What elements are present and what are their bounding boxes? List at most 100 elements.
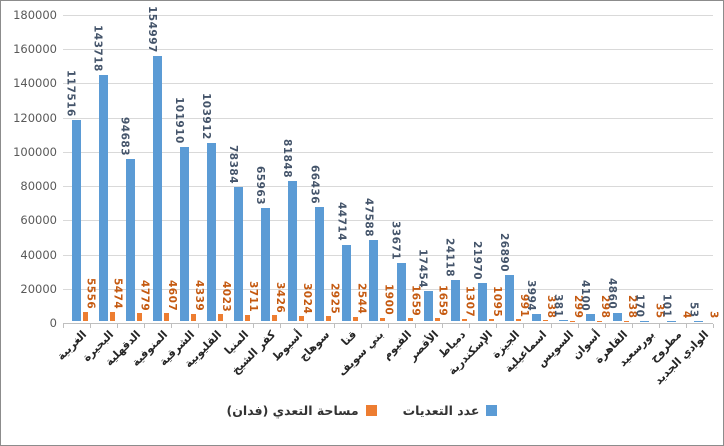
x-axis-tick	[604, 324, 606, 328]
area-value-label: 3426	[274, 281, 287, 314]
count-bar	[234, 186, 243, 321]
area-value-label: 5474	[111, 278, 124, 310]
area-bar	[434, 318, 440, 321]
count-bar	[125, 159, 135, 321]
area-value-label: 4023	[219, 280, 232, 313]
gridline	[63, 49, 713, 51]
area-bar	[299, 315, 305, 321]
area-bar	[461, 318, 467, 321]
x-axis-tick	[388, 324, 389, 328]
y-axis-tick-label: 0	[49, 316, 57, 330]
area-bar	[163, 313, 169, 321]
area-value-label: 35	[653, 303, 666, 319]
y-axis-tick-label: 120000	[13, 110, 57, 125]
x-axis-tick	[171, 324, 173, 328]
x-axis-tick	[550, 324, 552, 328]
area-value-label: 298	[599, 295, 612, 319]
x-axis-tick	[63, 324, 64, 328]
count-bar	[152, 55, 162, 321]
x-axis-tick	[496, 324, 498, 328]
count-bar	[423, 291, 433, 321]
gridline	[63, 220, 713, 222]
count-value-label: 24118	[443, 237, 456, 277]
y-axis-tick-label: 140000	[13, 76, 57, 91]
x-axis-tick	[252, 324, 254, 328]
area-bar	[380, 317, 386, 321]
x-axis-tick	[442, 324, 444, 328]
legend-swatch-area-icon	[365, 405, 377, 416]
count-value-label: 47588	[362, 197, 375, 237]
legend-label-count: عدد التعديات	[402, 403, 480, 418]
count-bar	[288, 180, 298, 321]
area-value-label: 3711	[247, 281, 260, 313]
area-bar	[407, 318, 413, 321]
count-bar	[369, 239, 379, 321]
y-axis-tick-label: 160000	[13, 42, 57, 57]
gridline	[63, 186, 713, 188]
x-axis-tick	[225, 324, 227, 328]
count-bar	[586, 313, 596, 321]
count-value-label: 4100	[579, 279, 592, 311]
count-value-label: 170	[633, 294, 646, 318]
count-value-label: 44714	[335, 202, 348, 242]
x-axis-tick	[713, 324, 714, 328]
count-value-label: 101	[660, 294, 673, 318]
x-axis-tick	[117, 324, 119, 328]
y-axis-tick-label: 60000	[20, 213, 57, 228]
count-bar	[98, 75, 108, 321]
x-axis-tick	[279, 324, 281, 328]
count-value-label: 21970	[470, 241, 483, 281]
count-value-label: 17454	[416, 249, 429, 289]
legend-swatch-count-icon	[486, 405, 498, 416]
y-axis-tick-label: 180000	[13, 8, 57, 22]
x-axis-tick	[90, 324, 92, 328]
count-bar	[504, 275, 514, 321]
y-axis-tick-label: 40000	[20, 247, 57, 262]
area-bar	[136, 312, 142, 321]
area-bar	[353, 316, 359, 321]
x-axis-tick	[631, 324, 633, 328]
area-value-label: 4339	[192, 280, 205, 312]
count-value-label: 3994	[524, 279, 537, 312]
area-bar	[109, 311, 115, 321]
area-bar	[597, 320, 603, 321]
x-axis-line	[63, 323, 713, 324]
count-bar	[342, 244, 352, 321]
area-value-label: 1659	[409, 284, 422, 317]
count-value-label: 117516	[64, 70, 77, 117]
y-axis-tick-label: 80000	[20, 179, 57, 194]
count-value-label: 154997	[145, 5, 158, 53]
area-bar	[245, 314, 250, 321]
area-value-label: 4607	[165, 279, 178, 312]
x-axis-tick	[198, 324, 200, 328]
gridline	[63, 254, 713, 256]
area-bar	[82, 311, 88, 321]
count-value-label: 81848	[281, 138, 294, 178]
x-axis-tick	[144, 324, 146, 328]
x-axis-tick	[333, 324, 335, 328]
count-bar	[261, 208, 271, 321]
count-bar	[531, 314, 541, 321]
area-bar	[217, 314, 223, 321]
count-value-label: 94683	[118, 116, 131, 156]
x-axis-tick	[360, 324, 362, 328]
gridline	[63, 83, 713, 85]
area-bar	[326, 316, 332, 321]
count-value-label: 143718	[91, 25, 104, 73]
count-value-label: 103912	[199, 93, 212, 141]
x-axis-tick	[658, 324, 660, 328]
count-bar	[613, 312, 623, 321]
area-value-label: 1307	[463, 285, 476, 317]
area-bar	[515, 319, 521, 321]
count-value-label: 33671	[389, 221, 402, 261]
area-bar	[542, 320, 548, 321]
count-value-label: 381	[552, 293, 565, 318]
legend-item-area: مساحة التعدي (فدان)	[227, 403, 377, 418]
area-value-label: 1900	[382, 284, 395, 316]
legend-item-count: عدد التعديات	[403, 403, 498, 418]
area-value-label: 3024	[301, 282, 314, 314]
count-value-label: 66436	[308, 165, 321, 205]
area-value-label: 991	[517, 293, 530, 318]
area-value-label: 3	[707, 311, 720, 319]
count-bar	[206, 143, 216, 321]
